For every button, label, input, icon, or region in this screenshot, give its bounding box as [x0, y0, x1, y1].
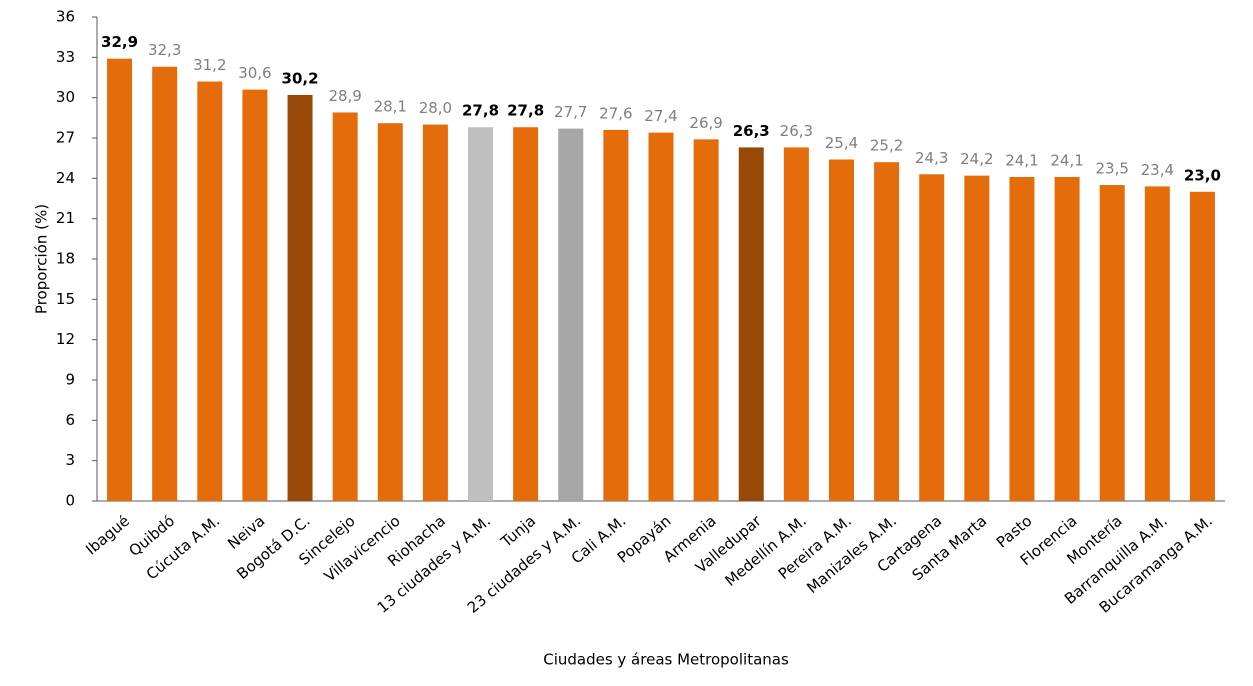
- value-label: 24,3: [915, 149, 948, 167]
- value-label: 25,2: [870, 137, 903, 155]
- value-label: 26,3: [733, 122, 770, 140]
- y-tick-label: 24: [56, 169, 75, 187]
- y-tick-label: 21: [56, 209, 75, 227]
- bar: [152, 66, 178, 501]
- value-label: 32,9: [101, 33, 138, 51]
- value-label: 23,0: [1184, 166, 1221, 184]
- bar: [603, 129, 629, 501]
- y-tick-label: 6: [65, 411, 75, 429]
- bar: [422, 124, 448, 502]
- bar: [783, 147, 809, 501]
- y-tick-label: 18: [56, 250, 75, 268]
- bar: [107, 58, 133, 502]
- value-label: 24,1: [1050, 151, 1083, 169]
- bar: [242, 89, 268, 501]
- bar: [1099, 185, 1125, 502]
- value-label: 32,3: [148, 41, 181, 59]
- bar: [693, 139, 719, 501]
- x-tick-label: Ibagué: [82, 512, 133, 559]
- y-tick-label: 33: [56, 48, 75, 66]
- value-label: 26,9: [689, 114, 722, 132]
- bar: [828, 159, 854, 501]
- value-label: 25,4: [825, 134, 858, 152]
- bar: [287, 94, 313, 501]
- value-label: 31,2: [193, 56, 226, 74]
- value-label: 27,7: [554, 103, 587, 121]
- y-tick-label: 9: [65, 371, 75, 389]
- y-axis-title: Proporción (%): [33, 204, 51, 314]
- y-tick-label: 30: [56, 88, 75, 106]
- value-label: 27,6: [599, 104, 632, 122]
- value-label: 27,4: [644, 107, 677, 125]
- bar: [332, 112, 358, 501]
- value-label: 24,2: [960, 150, 993, 168]
- y-tick-label: 27: [56, 129, 75, 147]
- value-label: 24,1: [1005, 151, 1038, 169]
- value-label: 28,1: [374, 98, 407, 116]
- y-tick-label: 0: [65, 492, 75, 510]
- bar: [1189, 191, 1215, 501]
- bar: [919, 174, 945, 502]
- bar: [513, 127, 539, 501]
- value-label: 28,9: [328, 87, 361, 105]
- value-label: 27,8: [507, 102, 544, 120]
- value-label: 27,8: [462, 102, 499, 120]
- bar: [1009, 176, 1035, 501]
- value-label: 26,3: [780, 122, 813, 140]
- bar: [197, 81, 223, 502]
- value-label: 28,0: [419, 99, 452, 117]
- bar: [738, 147, 764, 501]
- bar: [874, 162, 900, 501]
- y-tick-label: 36: [56, 8, 75, 26]
- bar: [648, 132, 674, 501]
- value-label: 23,4: [1141, 161, 1174, 179]
- value-label: 30,2: [282, 69, 319, 87]
- value-label: 30,6: [238, 64, 271, 82]
- x-axis-title: Ciudades y áreas Metropolitanas: [543, 651, 789, 669]
- bar: [964, 175, 990, 501]
- bar: [377, 123, 403, 501]
- bar: [468, 127, 494, 501]
- bar: [1144, 186, 1170, 501]
- y-tick-label: 15: [56, 290, 75, 308]
- y-tick-label: 3: [65, 451, 75, 469]
- value-label: 23,5: [1095, 160, 1128, 178]
- bar: [558, 128, 584, 502]
- bar: [1054, 176, 1080, 501]
- y-tick-label: 12: [56, 330, 75, 348]
